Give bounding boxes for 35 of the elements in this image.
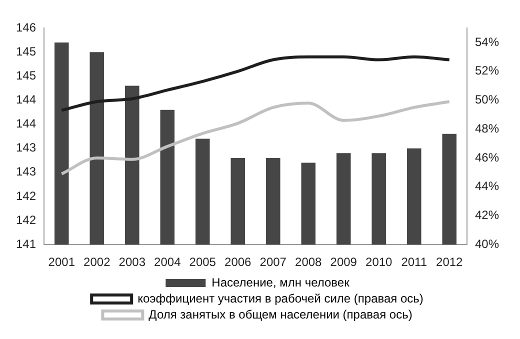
y-tick-label: 145 xyxy=(16,44,36,58)
y2-tick-label: 52% xyxy=(474,64,500,78)
y-tick-label: 142 xyxy=(16,188,36,203)
y2-tick-label: 54% xyxy=(474,34,500,49)
y-tick-label: 145 xyxy=(16,68,36,82)
x-tick-label: 2003 xyxy=(118,255,146,270)
line-series xyxy=(60,55,451,112)
y-tick-label: 142 xyxy=(16,212,36,227)
y-tick-label: 144 xyxy=(16,116,36,131)
legend-label: коэффициент участия в рабочей силе (правая ось) xyxy=(138,291,424,306)
y2-tick-label: 46% xyxy=(474,150,500,164)
y-tick-label: 141 xyxy=(16,236,36,251)
y-tick-label: 144 xyxy=(16,92,36,107)
legend-label: Доля занятых в общем населении (правая ось) xyxy=(148,307,412,322)
y2-tick-label: 42% xyxy=(474,208,500,222)
y2-tick-label: 44% xyxy=(474,179,500,194)
x-tick-label: 2005 xyxy=(189,255,216,270)
x-tick-label: 2004 xyxy=(154,255,182,270)
y2-tick-label: 40% xyxy=(474,236,500,251)
x-tick-label: 2011 xyxy=(401,255,428,270)
x-tick-label: 2008 xyxy=(295,255,322,270)
y2-tick-label: 48% xyxy=(474,121,500,136)
x-tick-label: 2012 xyxy=(436,255,464,270)
legend-label: Население, млн человек xyxy=(212,275,350,290)
line-series xyxy=(60,100,451,176)
x-tick-label: 2009 xyxy=(330,255,358,270)
y-tick-label: 146 xyxy=(16,20,36,34)
x-tick-label: 2010 xyxy=(366,255,393,270)
x-tick-label: 2001 xyxy=(48,255,76,270)
x-tick-label: 2006 xyxy=(224,255,252,270)
x-tick-label: 2007 xyxy=(260,255,287,270)
x-tick-label: 2002 xyxy=(84,255,111,270)
y2-tick-label: 50% xyxy=(474,92,500,107)
y-tick-label: 143 xyxy=(16,164,36,179)
y-tick-label: 143 xyxy=(16,140,36,155)
